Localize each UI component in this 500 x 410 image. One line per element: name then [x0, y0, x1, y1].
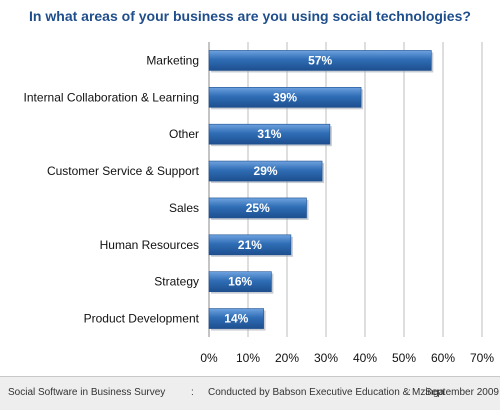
category-label: Sales: [169, 201, 199, 215]
bars: [208, 50, 434, 331]
bar-value-label: 16%: [228, 275, 252, 289]
bar: [208, 308, 264, 329]
bar-value-label: 57%: [308, 53, 332, 67]
x-tick-label: 60%: [431, 351, 455, 365]
category-label: Other: [169, 127, 199, 141]
x-tick-label: 40%: [353, 351, 377, 365]
footer-date: September 2009: [425, 387, 499, 398]
category-label: Internal Collaboration & Learning: [24, 90, 199, 104]
x-tick-label: 20%: [275, 351, 299, 365]
x-tick-label: 30%: [314, 351, 338, 365]
bar: [208, 50, 432, 71]
footer-conducted: Conducted by Babson Executive Education …: [208, 387, 445, 398]
x-tick-label: 70%: [470, 351, 494, 365]
bar-value-label: 29%: [254, 164, 278, 178]
labels: 0% 10% 20% 30% 40% 50% 60% 70% Marketing 57% Inter…: [24, 53, 495, 365]
chart-title: In what areas of your business are you u…: [29, 8, 471, 24]
bar-chart: 0% 10% 20% 30% 40% 50% 60% 70% Marketing 57% Inter…: [24, 42, 495, 365]
bar-value-label: 31%: [257, 127, 281, 141]
bar-value-label: 39%: [273, 90, 297, 104]
footer: Social Software in Business Survey : Con…: [0, 376, 500, 410]
bar: [208, 271, 272, 292]
category-label: Strategy: [154, 275, 199, 289]
bar: [208, 197, 307, 219]
bar: [208, 87, 362, 108]
bar-value-label: 25%: [246, 201, 270, 215]
bar: [208, 234, 292, 256]
footer-survey: Social Software in Business Survey: [8, 387, 166, 398]
category-label: Product Development: [84, 312, 200, 326]
category-label: Marketing: [146, 53, 199, 67]
category-label: Human Resources: [100, 238, 199, 252]
bar: [208, 123, 331, 145]
x-tick-label: 50%: [392, 351, 416, 365]
bar-value-label: 14%: [224, 312, 248, 326]
footer-separator-2: :: [408, 387, 411, 398]
bar: [208, 160, 323, 182]
footer-separator-1: :: [191, 387, 194, 398]
bar-value-label: 21%: [238, 238, 262, 252]
x-tick-label: 0%: [200, 351, 218, 365]
x-tick-label: 10%: [236, 351, 260, 365]
category-label: Customer Service & Support: [47, 164, 200, 178]
